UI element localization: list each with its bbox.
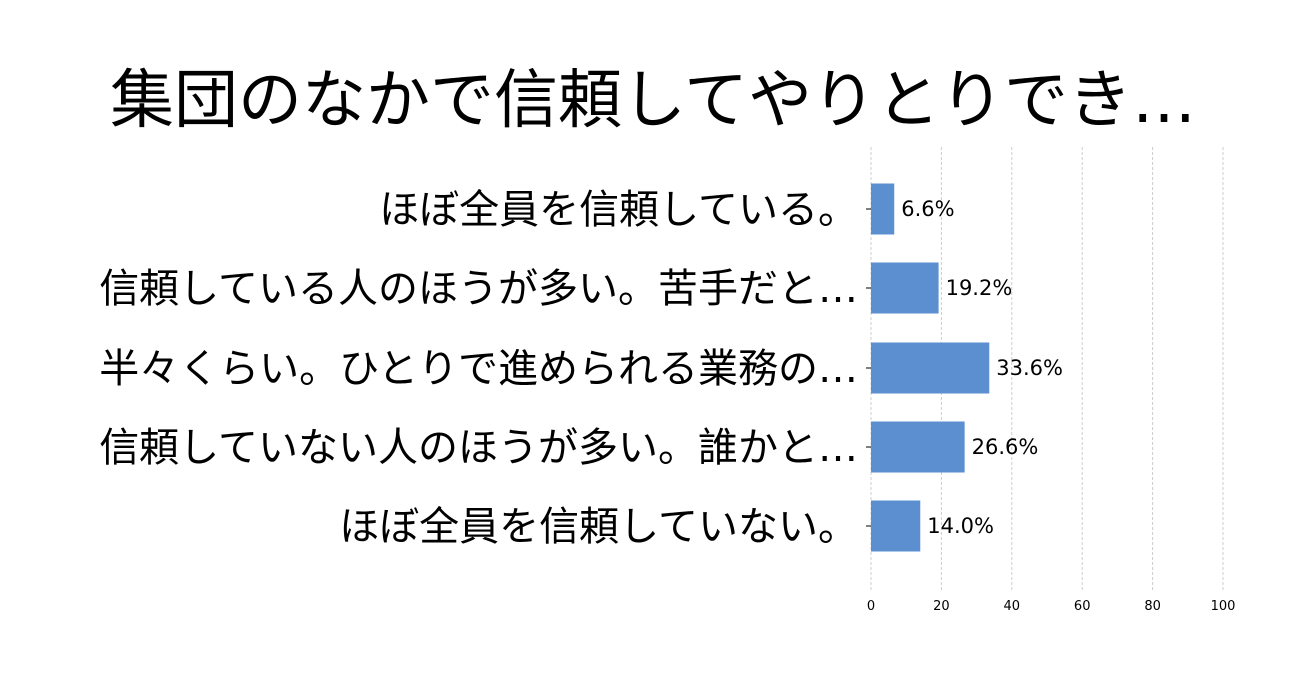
category-labels: ほぼ全員を信頼している。信頼している人のほうが多い。苦手だと… 半々くらい。ひとり… [99, 187, 858, 550]
bar [871, 421, 965, 473]
category-label: 信頼していない人のほうが多い。誰かと… [99, 425, 858, 471]
bar [871, 183, 895, 235]
value-label: 33.6% [996, 356, 1063, 380]
value-labels: 6.6% 19.2% 33.6% 26.6% 14.0% [901, 197, 1063, 538]
bar [871, 262, 939, 314]
bars [866, 183, 990, 552]
bar [871, 342, 990, 394]
value-label: 19.2% [946, 276, 1013, 300]
x-tick-label: 20 [933, 599, 950, 614]
bar [871, 500, 921, 552]
x-tick-label: 60 [1074, 599, 1091, 614]
category-label: ほぼ全員を信頼している。 [379, 187, 858, 233]
chart-title: 集団のなかで信頼してやりとりでき… [110, 64, 1196, 138]
value-label: 26.6% [972, 435, 1039, 459]
category-label: 半々くらい。ひとりで進められる業務の… [99, 346, 858, 392]
x-tick-label: 0 [867, 599, 875, 614]
x-axis-ticks: 0 20 40 60 80 100 [867, 599, 1236, 614]
x-tick-label: 40 [1004, 599, 1021, 614]
value-label: 14.0% [927, 514, 994, 538]
category-label: ほぼ全員を信頼していない。 [339, 504, 858, 550]
category-label: 信頼している人のほうが多い。苦手だと… [99, 266, 858, 312]
x-tick-label: 80 [1144, 599, 1161, 614]
value-label: 6.6% [901, 197, 954, 221]
x-tick-label: 100 [1211, 599, 1236, 614]
